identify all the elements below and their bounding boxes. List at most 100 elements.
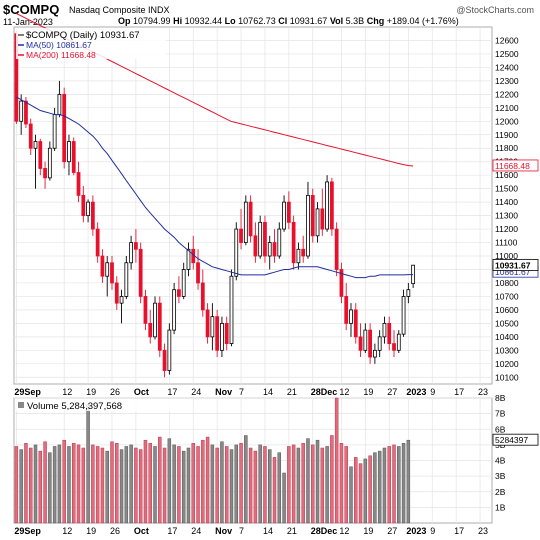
candle-body <box>239 228 243 243</box>
price-x-label: 12 <box>339 387 349 397</box>
chg-label: Chg <box>366 16 385 26</box>
price-tick-label: 10100 <box>495 372 519 382</box>
volume-tick-label: 6B <box>495 424 506 434</box>
candle-body <box>224 322 229 344</box>
price-x-label: 7 <box>239 387 244 397</box>
candle-body <box>157 302 162 351</box>
volume-legend-swatch <box>18 402 24 408</box>
candle-body <box>86 201 90 217</box>
candle-body <box>368 329 372 358</box>
volume-x-label: 21 <box>287 526 297 536</box>
price-tick-label: 12600 <box>495 35 519 45</box>
candle-body <box>162 349 167 371</box>
volume-bar <box>210 444 215 524</box>
volume-last-tag: 5284397 <box>495 435 528 445</box>
volume-tick-label: 7B <box>495 409 506 419</box>
volume-bar <box>272 457 277 524</box>
volume-bar <box>220 441 224 524</box>
volume-bar <box>86 404 90 524</box>
volume-bar <box>148 443 152 524</box>
volume-bar <box>291 444 296 524</box>
volume-bar <box>72 443 76 524</box>
volume-x-label: Oct <box>134 526 149 536</box>
volume-bar <box>330 435 334 524</box>
volume-bar <box>28 447 33 524</box>
price-tick-label: 11100 <box>495 238 518 248</box>
ma200-price-tag: 11668.48 <box>495 161 530 171</box>
candle-body <box>186 248 191 270</box>
volume-bar <box>334 397 339 524</box>
candle-body <box>134 242 138 250</box>
volume-bar <box>134 447 138 524</box>
volume-bar <box>301 443 305 524</box>
candle-body <box>329 181 334 230</box>
candle-body <box>181 269 186 297</box>
candle-body <box>172 289 177 331</box>
price-tick-label: 12400 <box>495 62 519 72</box>
volume-bar <box>191 443 195 524</box>
volume-bar <box>229 449 234 524</box>
volume-bar <box>392 444 396 524</box>
volume-tick-label: 2B <box>495 487 506 497</box>
price-tick-label: 11000 <box>495 251 518 261</box>
price-tick-label: 10200 <box>495 359 519 369</box>
candle-body <box>110 262 114 284</box>
price-tick-label: 12000 <box>495 116 519 126</box>
volume-bar <box>354 457 358 524</box>
candle-body <box>124 262 129 297</box>
volume-x-label: 27 <box>387 526 397 536</box>
price-x-label: 28Dec <box>311 387 338 397</box>
volume-bar <box>224 446 229 524</box>
candle-body <box>387 322 392 344</box>
volume-bar <box>377 450 382 524</box>
volume-bar <box>110 441 114 524</box>
volume-x-label: 7 <box>239 526 244 536</box>
volume-x-label: 19 <box>86 526 96 536</box>
lo-label: Lo <box>224 16 236 26</box>
candle-body <box>229 275 234 344</box>
volume-bar <box>181 450 186 524</box>
volume-x-label: 9 <box>430 526 435 536</box>
volume-x-label: 24 <box>191 526 201 536</box>
candle-body <box>90 201 95 230</box>
price-tick-label: 12200 <box>495 89 519 99</box>
price-x-label: 17 <box>167 387 177 397</box>
candle-body <box>315 208 320 237</box>
price-x-label: 19 <box>86 387 96 397</box>
volume-bar <box>172 444 176 524</box>
volume-tick-label: 8B <box>495 393 506 403</box>
volume-x-label: 19 <box>363 526 373 536</box>
volume-bar <box>296 447 301 524</box>
candle-body <box>143 296 148 324</box>
price-x-label: 24 <box>191 387 201 397</box>
volume-bar <box>95 446 100 524</box>
volume-bar <box>201 439 205 524</box>
price-x-label: 26 <box>110 387 120 397</box>
volume-bar <box>57 444 62 524</box>
candle-body <box>138 248 143 297</box>
volume-bar <box>234 444 239 524</box>
candle-body <box>71 141 76 173</box>
volume-bar <box>325 446 329 524</box>
candle-body <box>100 255 105 277</box>
volume-bar <box>143 439 148 524</box>
volume-bar <box>244 435 248 524</box>
legend-ma200-text: MA(200) 11668.48 <box>26 50 96 60</box>
candle-body <box>310 194 315 237</box>
volume-bar <box>24 443 28 524</box>
candle-body <box>396 333 401 351</box>
candle-body <box>382 322 387 338</box>
candle-body <box>363 329 368 351</box>
volume-bar <box>48 452 52 524</box>
volume-bar <box>124 446 129 524</box>
volume-bar <box>248 447 253 524</box>
price-x-label: 19 <box>363 387 373 397</box>
candle-body <box>349 309 353 324</box>
candle-body <box>210 316 215 338</box>
chg-value: +189.04 (+1.76%) <box>386 16 459 26</box>
candle-body <box>334 228 339 270</box>
volume-x-label: 29Sep <box>14 526 41 536</box>
volume-bar <box>282 472 286 524</box>
